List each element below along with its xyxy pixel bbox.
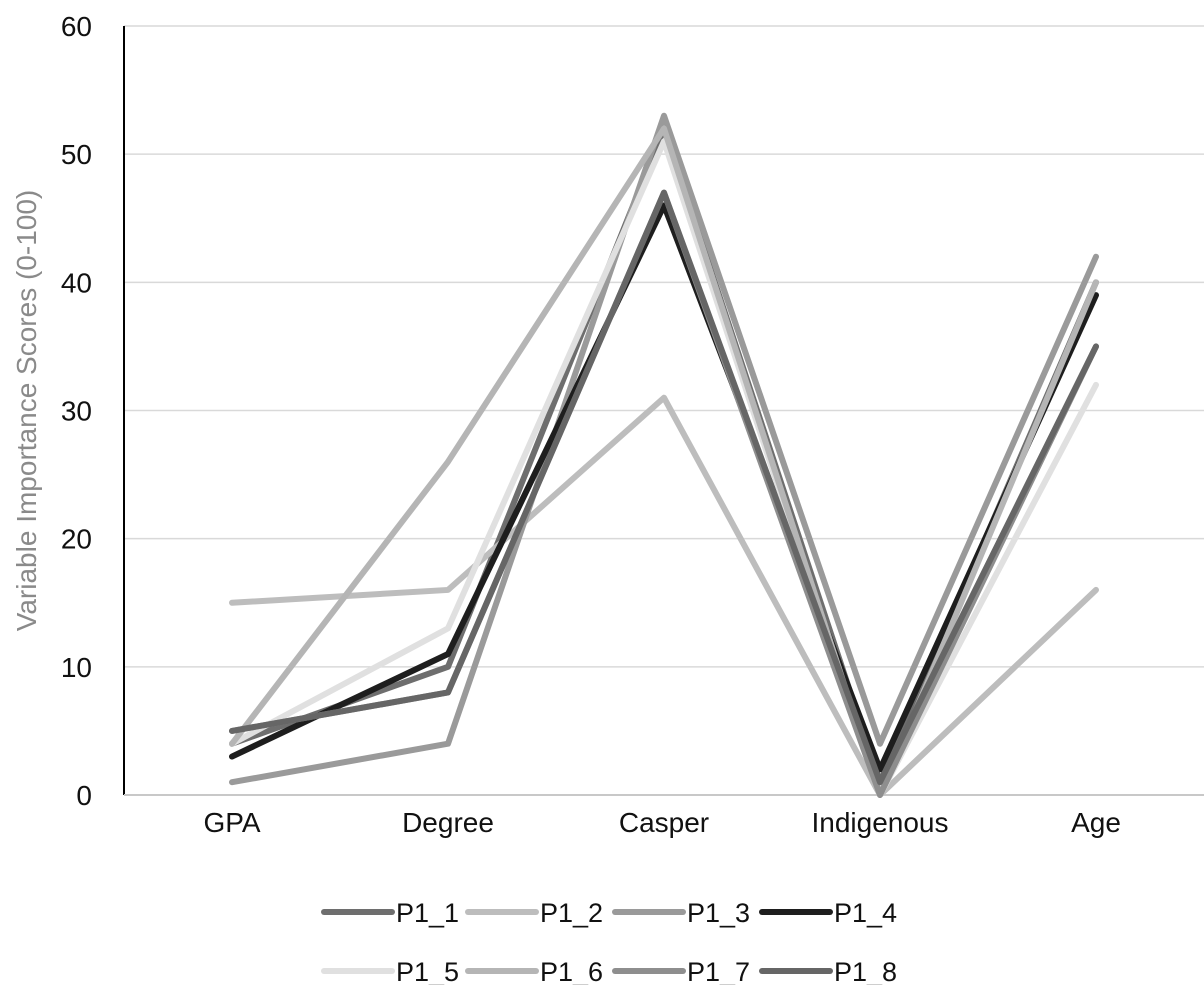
legend-label: P1_7	[687, 957, 750, 985]
series-line-p1-4	[229, 202, 1099, 773]
x-tick-label: Casper	[619, 807, 709, 838]
y-tick-label: 0	[76, 780, 92, 811]
series-line-p1-5	[229, 138, 1099, 798]
legend-item-p1-8: P1_8	[759, 957, 897, 985]
legend-label: P1_8	[834, 957, 897, 985]
y-axis-title: Variable Importance Scores (0-100)	[11, 190, 42, 631]
y-tick-labels: 0 10 20 30 40 50 60	[61, 11, 92, 811]
legend-item-p1-1: P1_1	[321, 898, 459, 928]
x-tick-label: Degree	[402, 807, 494, 838]
legend: P1_1 P1_2 P1_3 P1_4 P1_5 P1_6 P1_7 P1_8	[321, 898, 897, 985]
gridlines	[124, 25, 1204, 668]
y-tick-label: 60	[61, 11, 92, 42]
legend-label: P1_6	[540, 957, 603, 985]
y-tick-label: 30	[61, 396, 92, 427]
x-tick-label: Age	[1071, 807, 1121, 838]
legend-label: P1_2	[540, 898, 603, 928]
y-tick-label: 10	[61, 652, 92, 683]
legend-label: P1_3	[687, 898, 750, 928]
series-line-p1-8	[229, 189, 1099, 786]
x-tick-labels: GPA Degree Casper Indigenous Age	[203, 807, 1120, 838]
series-line-p1-6	[229, 125, 1099, 798]
legend-label: P1_1	[396, 898, 459, 928]
series-lines	[229, 112, 1099, 798]
legend-item-p1-2: P1_2	[465, 898, 603, 928]
legend-item-p1-3: P1_3	[612, 898, 750, 928]
x-tick-label: GPA	[203, 807, 260, 838]
legend-label: P1_4	[834, 898, 897, 928]
series-line-p1-2	[229, 394, 1099, 798]
x-tick-label: Indigenous	[811, 807, 948, 838]
y-tick-label: 20	[61, 524, 92, 555]
y-tick-label: 50	[61, 139, 92, 170]
series-line-p1-1	[229, 125, 1099, 786]
legend-label: P1_5	[396, 957, 459, 985]
y-tick-label: 40	[61, 267, 92, 298]
series-line-p1-3	[229, 112, 1099, 786]
legend-item-p1-6: P1_6	[465, 957, 603, 985]
legend-item-p1-5: P1_5	[321, 957, 459, 985]
legend-item-p1-7: P1_7	[612, 957, 750, 985]
legend-item-p1-4: P1_4	[759, 898, 897, 928]
